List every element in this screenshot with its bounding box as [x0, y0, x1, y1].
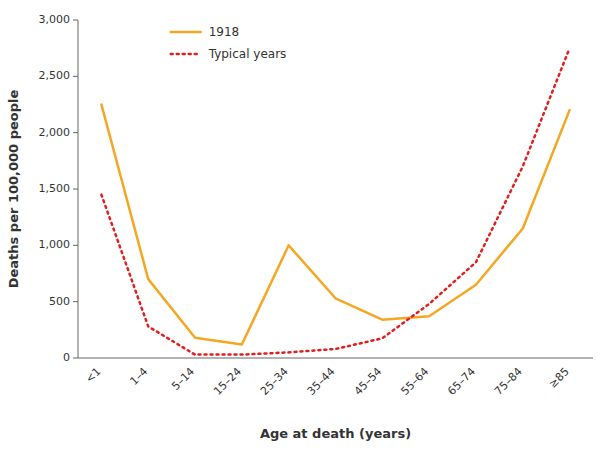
y-tick-label: 3,000	[39, 13, 71, 26]
y-tick-mark	[73, 358, 78, 359]
lines	[101, 48, 569, 354]
x-tick-label: 35–44	[305, 365, 338, 398]
y-tick-mark	[73, 20, 78, 21]
y-axis: 0 500 1,000 1,500 2,000 2,500 3,000	[39, 13, 79, 364]
y-tick-label: 500	[49, 295, 70, 308]
y-tick-mark	[73, 245, 78, 246]
x-tick-label: 45–54	[352, 365, 385, 398]
series-line	[101, 105, 569, 345]
y-tick-label: 2,000	[39, 126, 71, 139]
chart-container: 0 500 1,000 1,500 2,000 2,500 3,000 <1 1–4 5–14 15…	[0, 0, 613, 450]
legend-label: Typical years	[208, 47, 287, 61]
x-tick-label: 25–34	[258, 365, 291, 398]
x-tick-label: ≥85	[546, 365, 572, 391]
y-tick-label: 0	[63, 351, 70, 364]
y-axis-title: Deaths per 100,000 people	[6, 90, 21, 289]
legend-swatch	[171, 31, 201, 34]
x-axis-line	[78, 358, 593, 359]
legend-swatch	[171, 53, 201, 56]
x-tick-label: 15–24	[211, 365, 244, 398]
x-tick-label: 55–64	[398, 365, 431, 398]
x-tick-label: <1	[83, 365, 104, 386]
legend-label: 1918	[209, 25, 240, 39]
x-axis: <1 1–4 5–14 15–24 25–34 35–44 45–54 55–64 65–74 7…	[78, 358, 593, 398]
y-tick-mark	[73, 189, 78, 190]
x-tick-label: 75–84	[492, 365, 525, 398]
series-line	[101, 48, 569, 354]
y-tick-label: 2,500	[39, 69, 71, 82]
x-tick-label: 65–74	[445, 365, 478, 398]
x-axis-title: Age at death (years)	[260, 426, 411, 441]
y-tick-label: 1,500	[39, 182, 71, 195]
y-tick-mark	[73, 76, 78, 77]
y-tick-mark	[73, 301, 78, 302]
y-axis-line	[78, 20, 79, 358]
chart-svg: 0 500 1,000 1,500 2,000 2,500 3,000 <1 1–4 5–14 15…	[0, 0, 613, 450]
y-tick-label: 1,000	[39, 238, 71, 251]
legend: 1918 Typical years	[171, 25, 287, 61]
x-tick-label: 1–4	[127, 365, 150, 388]
y-tick-mark	[73, 132, 78, 133]
x-tick-label: 5–14	[169, 365, 197, 393]
